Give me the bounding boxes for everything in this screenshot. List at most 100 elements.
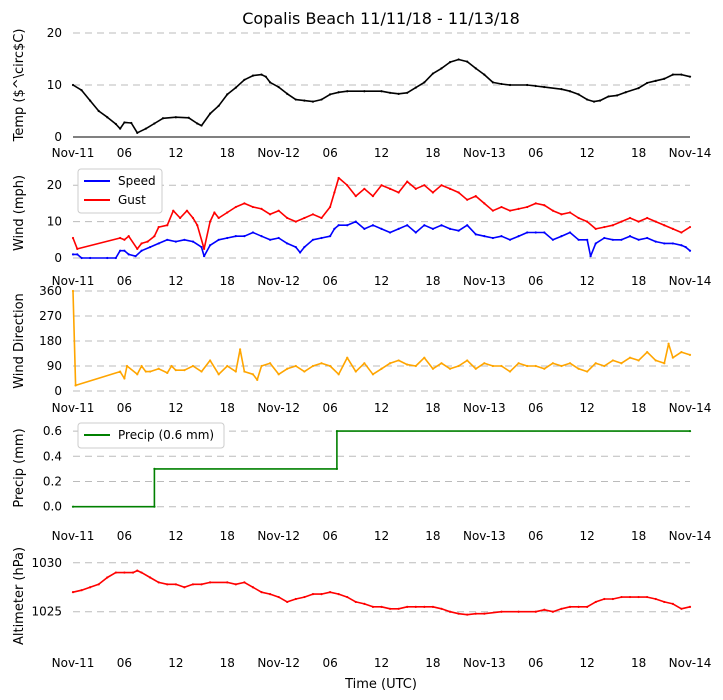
- direction-wind-direction-point: [200, 370, 203, 373]
- direction-wind-direction-point: [157, 367, 160, 370]
- temp-temp-point: [624, 91, 627, 94]
- temp-x-tick-label: Nov-11: [52, 146, 95, 160]
- direction-wind-direction-point: [534, 364, 537, 368]
- chart-title: Copalis Beach 11/11/18 - 11/13/18: [242, 9, 520, 28]
- wind-gust-point: [311, 213, 315, 216]
- altimeter-altimeter-point: [577, 605, 580, 608]
- direction-x-ticks: Nov-11 06 12 18 Nov-12 06 12 18 Nov-13 06 12 18 Nov-…: [52, 401, 712, 415]
- direction-wind-direction-point: [551, 362, 554, 365]
- precip-x-tick-label: 12: [580, 529, 595, 543]
- temp-x-tick-label: 18: [220, 146, 235, 160]
- wind-gust-point: [594, 227, 597, 230]
- direction-wind-direction-point: [149, 370, 152, 373]
- direction-wind-direction-point: [71, 289, 75, 293]
- wind-speed-point: [268, 238, 272, 241]
- direction-wind-direction-point: [74, 384, 77, 387]
- altimeter-y-tick-label: 1025: [31, 605, 62, 619]
- wind-speed-point: [294, 245, 297, 249]
- direction-wind-direction-point: [663, 362, 666, 365]
- wind-y-tick-label: 10: [47, 215, 62, 229]
- temp-temp-point: [380, 90, 383, 93]
- wind-legend-label: Gust: [118, 193, 146, 207]
- wind-speed-point: [183, 238, 186, 241]
- direction-wind-direction-point: [628, 356, 632, 359]
- temp-x-tick-label: 12: [168, 146, 183, 160]
- wind-gust-point: [127, 235, 130, 238]
- precip-precip-0-6-mm-point: [335, 467, 339, 470]
- temp-temp-point: [607, 95, 610, 98]
- wind-gust-point: [414, 187, 417, 190]
- direction-wind-direction-point: [654, 359, 657, 362]
- temp-temp-point: [200, 124, 203, 127]
- direction-wind-direction-point: [543, 367, 546, 370]
- precip-x-tick-label: 06: [322, 529, 337, 543]
- temp-temp-point: [440, 67, 443, 70]
- wind-gust-point: [646, 216, 649, 220]
- temp-temp-point: [423, 81, 426, 84]
- precip-y-tick-label: 0.2: [43, 474, 62, 488]
- wind-gust-point: [234, 205, 237, 209]
- altimeter-altimeter-point: [191, 583, 195, 586]
- precip-series: [71, 429, 692, 508]
- wind-speed-point: [106, 256, 109, 260]
- altimeter-altimeter-point: [568, 605, 572, 608]
- temp-temp-point: [543, 85, 546, 89]
- direction-wind-direction-point: [620, 362, 623, 365]
- wind-gust-point: [354, 195, 357, 198]
- altimeter-x-tick-label: Nov-13: [463, 656, 506, 670]
- wind-speed-point: [568, 231, 572, 234]
- altimeter-altimeter-point: [136, 569, 139, 572]
- altimeter-altimeter-point: [123, 571, 126, 574]
- altimeter-altimeter-point: [71, 591, 75, 594]
- temp-temp-point: [123, 121, 126, 124]
- direction-y-tick-label: 90: [47, 359, 62, 373]
- wind-gust-point: [500, 205, 503, 209]
- wind-speed-point: [671, 242, 674, 245]
- wind-gridlines: [73, 184, 690, 259]
- wind-x-tick-label: 06: [322, 274, 337, 288]
- wind-speed-point: [371, 224, 375, 227]
- wind-speed-point: [89, 256, 92, 260]
- altimeter-x-tick-label: 06: [528, 656, 543, 670]
- wind-speed-point: [217, 238, 220, 241]
- altimeter-altimeter-point: [286, 600, 289, 604]
- temp-temp-point: [251, 74, 255, 77]
- altimeter-altimeter-point: [628, 595, 632, 599]
- temp-temp-point: [448, 61, 452, 64]
- direction-wind-direction-point: [170, 364, 173, 368]
- wind-gust-point: [363, 187, 366, 190]
- temp-temp-point: [264, 75, 267, 78]
- temp-x-tick-label: Nov-14: [669, 146, 712, 160]
- wind-legend-label: Speed: [118, 174, 156, 188]
- wind-gust-point: [457, 191, 460, 194]
- wind-panel: 0 10 20 Nov-11 06 12 18 Nov-12 06 12 18 Nov-13 06 12…: [12, 168, 711, 288]
- altimeter-altimeter-point: [688, 605, 692, 608]
- wind-gust-point: [277, 209, 280, 212]
- altimeter-altimeter-point: [457, 612, 460, 615]
- altimeter-altimeter-point: [166, 583, 169, 586]
- altimeter-altimeter-point: [149, 576, 152, 579]
- temp-x-tick-label: Nov-12: [257, 146, 300, 160]
- precip-x-tick-label: 18: [425, 529, 440, 543]
- wind-y-axis-label: Wind (mph): [12, 175, 27, 251]
- wind-gust-point: [586, 220, 589, 223]
- precip-y-ticks: 0.0 0.2 0.4 0.6: [43, 424, 62, 514]
- temp-temp-point: [500, 82, 503, 86]
- wind-speed-point: [333, 227, 336, 230]
- direction-y-tick-label: 270: [39, 309, 62, 323]
- wind-gust-point: [611, 224, 614, 227]
- direction-gridlines: [73, 290, 690, 392]
- wind-gust-point: [483, 202, 486, 205]
- altimeter-altimeter-point: [586, 605, 589, 608]
- wind-gust-point: [628, 216, 632, 220]
- direction-wind-direction-point: [586, 370, 589, 373]
- temp-x-tick-label: 12: [374, 146, 389, 160]
- wind-gust-point: [209, 220, 212, 223]
- wind-gust-point: [328, 205, 332, 209]
- direction-wind-direction-point: [174, 369, 177, 372]
- wind-speed-point: [577, 238, 580, 241]
- wind-gust-point: [346, 184, 349, 187]
- wind-speed-point: [611, 238, 614, 241]
- altimeter-altimeter-point: [603, 597, 606, 601]
- altimeter-altimeter-point: [106, 576, 109, 579]
